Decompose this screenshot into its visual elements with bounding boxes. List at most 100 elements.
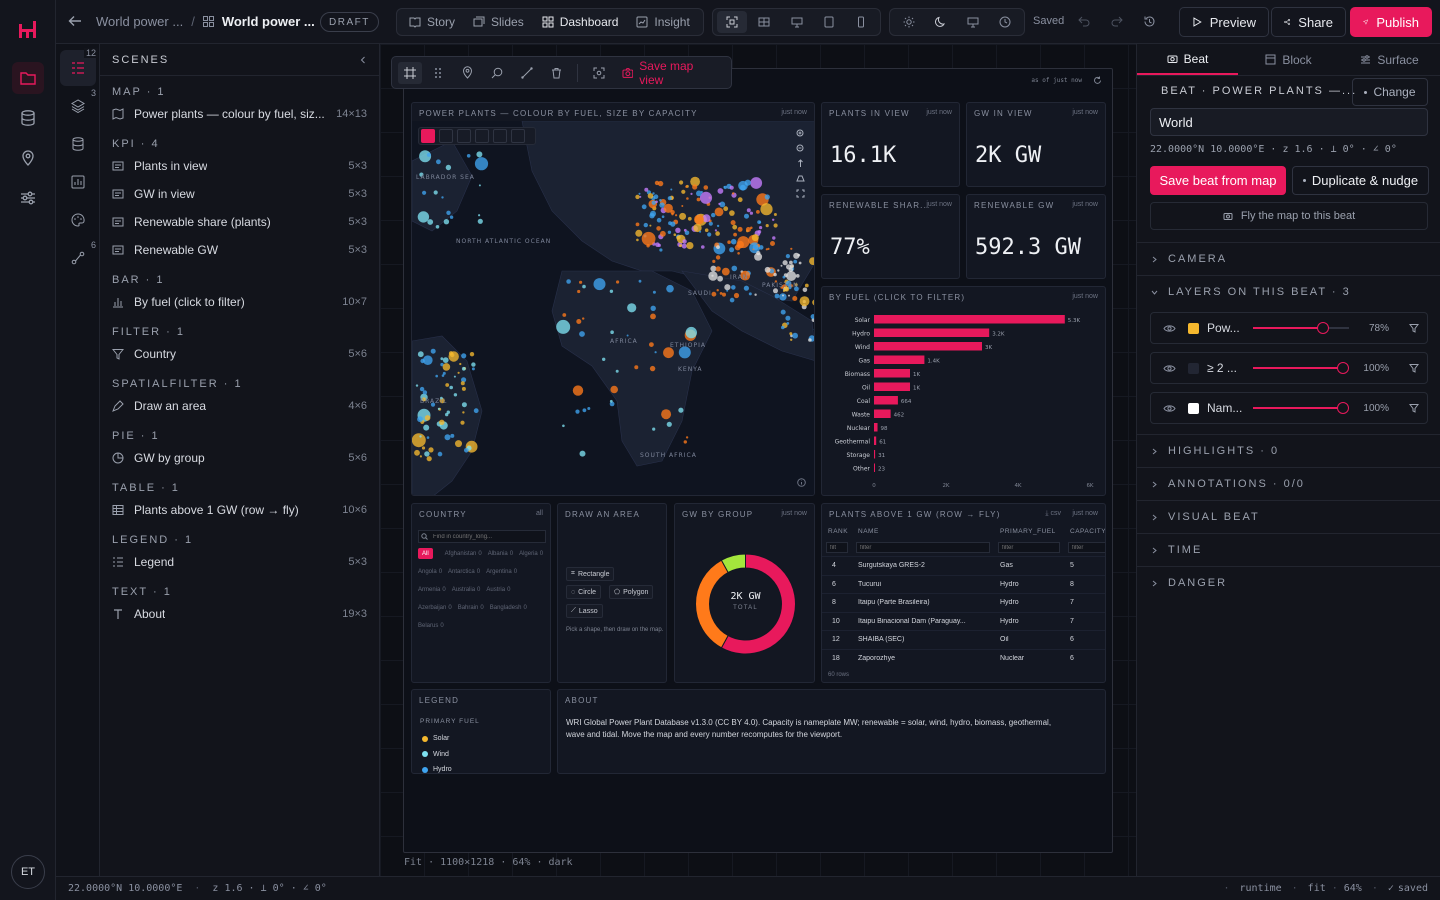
map-pin-tool[interactable] (457, 129, 471, 143)
tab-slides[interactable]: Slides (465, 11, 532, 33)
compass-icon[interactable] (796, 159, 805, 168)
scene-item[interactable]: Draw an area 4×6 (112, 392, 367, 420)
rectangle-tool-button[interactable]: ⌗ Rectangle (566, 567, 615, 581)
country-chip[interactable]: Azerbaijan 0 (418, 602, 452, 613)
lasso-tool-button[interactable]: ⟋ Lasso (566, 604, 603, 618)
bar[interactable] (874, 369, 910, 378)
screenshot-icon[interactable] (586, 67, 612, 79)
bar[interactable] (874, 423, 878, 432)
charts-panel-button[interactable] (60, 166, 96, 198)
country-chip[interactable]: Belarus 0 (418, 620, 444, 631)
column-filter-input[interactable] (856, 542, 990, 553)
scenes-panel-button[interactable]: 12 (60, 48, 98, 86)
table-row[interactable]: 18 Zaporozhye Nuclear 6 (822, 648, 1105, 668)
redo-icon[interactable] (1111, 15, 1123, 27)
slider-thumb[interactable] (1337, 402, 1349, 414)
slider-thumb[interactable] (1317, 322, 1330, 334)
column-header[interactable]: RANK (828, 528, 849, 535)
country-chip[interactable]: Bangladesh 0 (490, 602, 527, 613)
refresh-icon[interactable] (1093, 76, 1102, 85)
country-chip[interactable]: Armenia 0 (418, 584, 446, 595)
kpi-plants-in-view[interactable]: PLANTS IN VIEW just now 16.1K (821, 102, 960, 187)
change-beat-button[interactable]: Change (1352, 78, 1428, 106)
trash-icon[interactable] (544, 67, 570, 79)
bar[interactable] (874, 450, 876, 459)
scene-item[interactable]: By fuel (click to filter) 10×7 (112, 288, 367, 316)
country-chip[interactable]: Angola 0 (418, 566, 442, 577)
opacity-slider[interactable] (1253, 362, 1349, 374)
section-collapsed[interactable]: VISUAL BEAT (1137, 500, 1440, 533)
data-panel-button[interactable] (60, 128, 96, 160)
filter-icon[interactable] (1409, 403, 1419, 413)
filter-icon[interactable] (1409, 323, 1419, 333)
map-card[interactable]: POWER PLANTS — COLOUR BY FUEL, SIZE BY C… (411, 102, 815, 496)
country-chip[interactable]: Australia 0 (452, 584, 481, 595)
column-filter-input[interactable] (998, 542, 1060, 553)
world-map[interactable]: LABRADOR SEA NORTH ATLANTIC OCEAN AFRICA… (412, 121, 815, 496)
column-filter-input[interactable] (1068, 542, 1105, 553)
layout-icon[interactable] (749, 11, 779, 33)
moon-icon[interactable] (926, 11, 956, 33)
pie-chart-card[interactable]: GW BY GROUP just now 2K GW TOTAL (674, 503, 815, 683)
layer-color-swatch[interactable] (1188, 362, 1199, 374)
country-chip[interactable]: Argentina 0 (486, 566, 517, 577)
map-clear-tool[interactable] (511, 129, 525, 143)
filter-icon[interactable] (1409, 363, 1419, 373)
map-info-icon[interactable] (797, 478, 806, 487)
opacity-slider[interactable] (1253, 402, 1349, 414)
bar[interactable] (874, 315, 1065, 324)
layers-panel-button[interactable]: 3 (60, 88, 96, 122)
layer-color-swatch[interactable] (1188, 402, 1199, 414)
table-row[interactable]: 10 Itaipu Binacional Dam (Paraguay... Hydr… (822, 611, 1105, 631)
column-filter-input[interactable] (826, 542, 848, 553)
desktop-icon[interactable] (781, 11, 811, 33)
beat-name-input[interactable] (1150, 108, 1428, 136)
csv-download-button[interactable]: ⤓ csv (1045, 510, 1061, 518)
tablet-icon[interactable] (814, 11, 844, 33)
kpi-renewable-gw[interactable]: RENEWABLE GW just now 592.3 GW (966, 194, 1106, 279)
undo-icon[interactable] (1078, 15, 1090, 27)
eye-icon[interactable] (1163, 364, 1176, 373)
frame-icon[interactable] (398, 61, 422, 84)
save-beat-button[interactable]: Save beat from map (1150, 166, 1286, 195)
bar[interactable] (874, 355, 925, 365)
kpi-gw-in-view[interactable]: GW IN VIEW just now 2K GW (966, 102, 1106, 187)
bar[interactable] (874, 382, 910, 392)
bar-chart-card[interactable]: BY FUEL (CLICK TO FILTER) just now Solar… (821, 286, 1106, 496)
zoom-in-icon[interactable] (796, 129, 805, 138)
column-header[interactable]: NAME (858, 528, 879, 535)
donut-chart[interactable] (675, 522, 816, 682)
country-chip-all[interactable]: All (418, 548, 433, 559)
country-chip[interactable]: Austria 0 (486, 584, 510, 595)
logo-icon[interactable] (16, 20, 40, 40)
sliders-icon[interactable] (12, 182, 44, 214)
donut-slice[interactable] (695, 559, 729, 649)
zoom-out-icon[interactable] (796, 144, 805, 153)
map-pin-icon[interactable] (12, 142, 44, 174)
scene-item[interactable]: Renewable GW 5×3 (112, 236, 367, 264)
eye-icon[interactable] (1163, 404, 1176, 413)
share-button[interactable]: Share (1271, 7, 1346, 37)
table-row[interactable]: 12 SHAIBA (SEC) Oil 6 (822, 630, 1105, 649)
scene-item[interactable]: About 19×3 (112, 600, 367, 628)
table-row[interactable]: 4 Surgutskaya GRES-2 Gas 5 (822, 556, 1105, 575)
layer-row[interactable]: ≥ 2 ... 100% (1150, 352, 1428, 384)
style-panel-button[interactable] (60, 204, 96, 236)
section-layers[interactable]: LAYERS ON THIS BEAT · 3 (1137, 275, 1440, 308)
scene-item[interactable]: GW by group 5×6 (112, 444, 367, 472)
flow-panel-button[interactable]: 6 (60, 240, 96, 274)
scene-item[interactable]: Legend 5×3 (112, 548, 367, 576)
folder-icon[interactable] (12, 62, 44, 94)
section-collapsed[interactable]: HIGHLIGHTS · 0 (1137, 434, 1440, 467)
map-select-tool[interactable] (421, 129, 435, 143)
donut-slice[interactable] (720, 553, 746, 574)
history-icon[interactable] (1143, 15, 1156, 28)
tab-insight[interactable]: Insight (628, 11, 697, 33)
circle-tool-button[interactable]: ◌ Circle (566, 585, 602, 599)
column-header[interactable]: PRIMARY_FUEL (1000, 528, 1056, 535)
duplicate-nudge-button[interactable]: Duplicate & nudge (1292, 166, 1429, 195)
ruler-icon[interactable] (514, 66, 540, 79)
publish-button[interactable]: Publish (1350, 7, 1432, 37)
fly-to-beat-button[interactable]: Fly the map to this beat (1150, 202, 1428, 230)
fullscreen-icon[interactable] (796, 189, 805, 198)
